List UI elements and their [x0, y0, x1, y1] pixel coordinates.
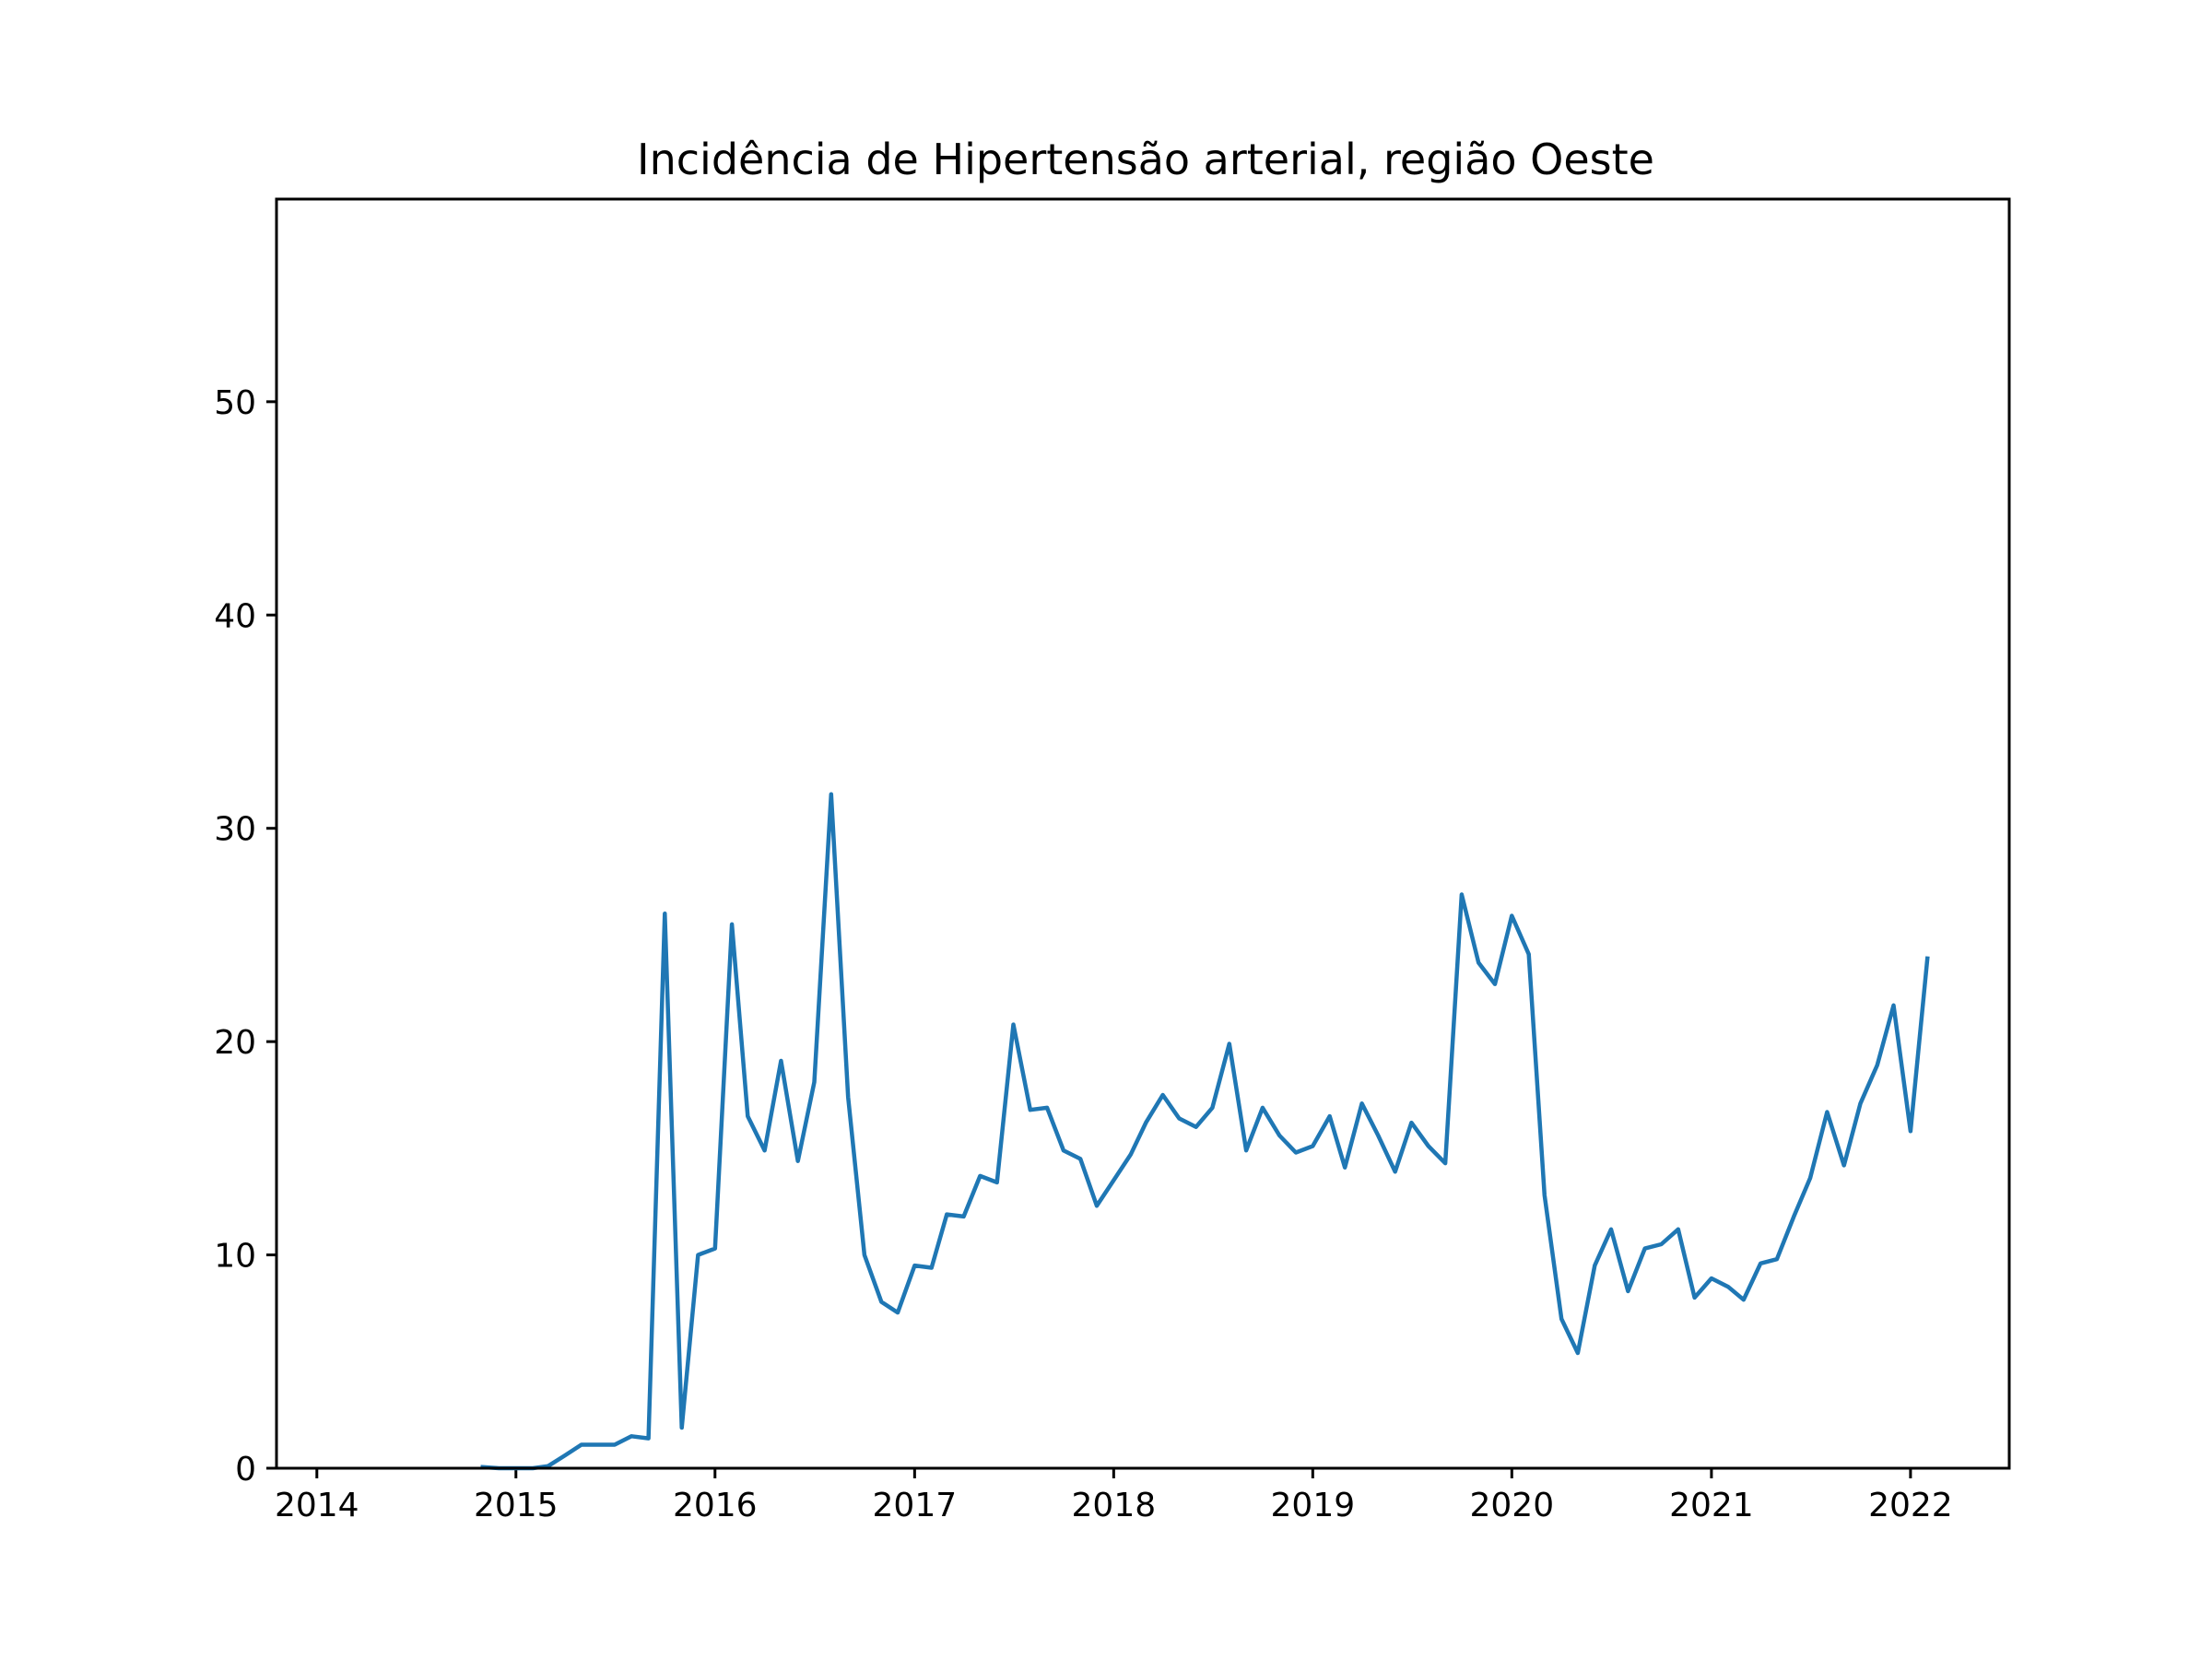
x-tick-label: 2015 — [474, 1487, 559, 1524]
x-tick-label: 2017 — [873, 1487, 958, 1524]
x-tick-label: 2018 — [1072, 1487, 1157, 1524]
y-tick-label: 30 — [214, 811, 256, 849]
x-tick-label: 2019 — [1271, 1487, 1356, 1524]
x-tick-label: 2014 — [275, 1487, 359, 1524]
y-axis-ticks: 0 10 20 30 40 50 — [214, 384, 276, 1488]
x-tick-label: 2016 — [673, 1487, 758, 1524]
chart-title: Incidência de Hipertensão arterial, regi… — [637, 135, 1654, 184]
y-tick-label: 10 — [214, 1238, 256, 1276]
series-line — [480, 792, 1930, 1471]
x-tick-label: 2021 — [1669, 1487, 1754, 1524]
x-axis-ticks: 2014 2015 2016 2017 2018 2019 2020 2021 2022 — [275, 1468, 1953, 1524]
y-tick-label: 40 — [214, 597, 256, 635]
y-tick-label: 0 — [235, 1451, 256, 1488]
axes-frame — [275, 197, 2011, 1470]
y-tick-label: 50 — [214, 384, 256, 422]
x-tick-label: 2022 — [1868, 1487, 1953, 1524]
y-tick-label: 20 — [214, 1024, 256, 1062]
x-tick-label: 2020 — [1470, 1487, 1555, 1524]
